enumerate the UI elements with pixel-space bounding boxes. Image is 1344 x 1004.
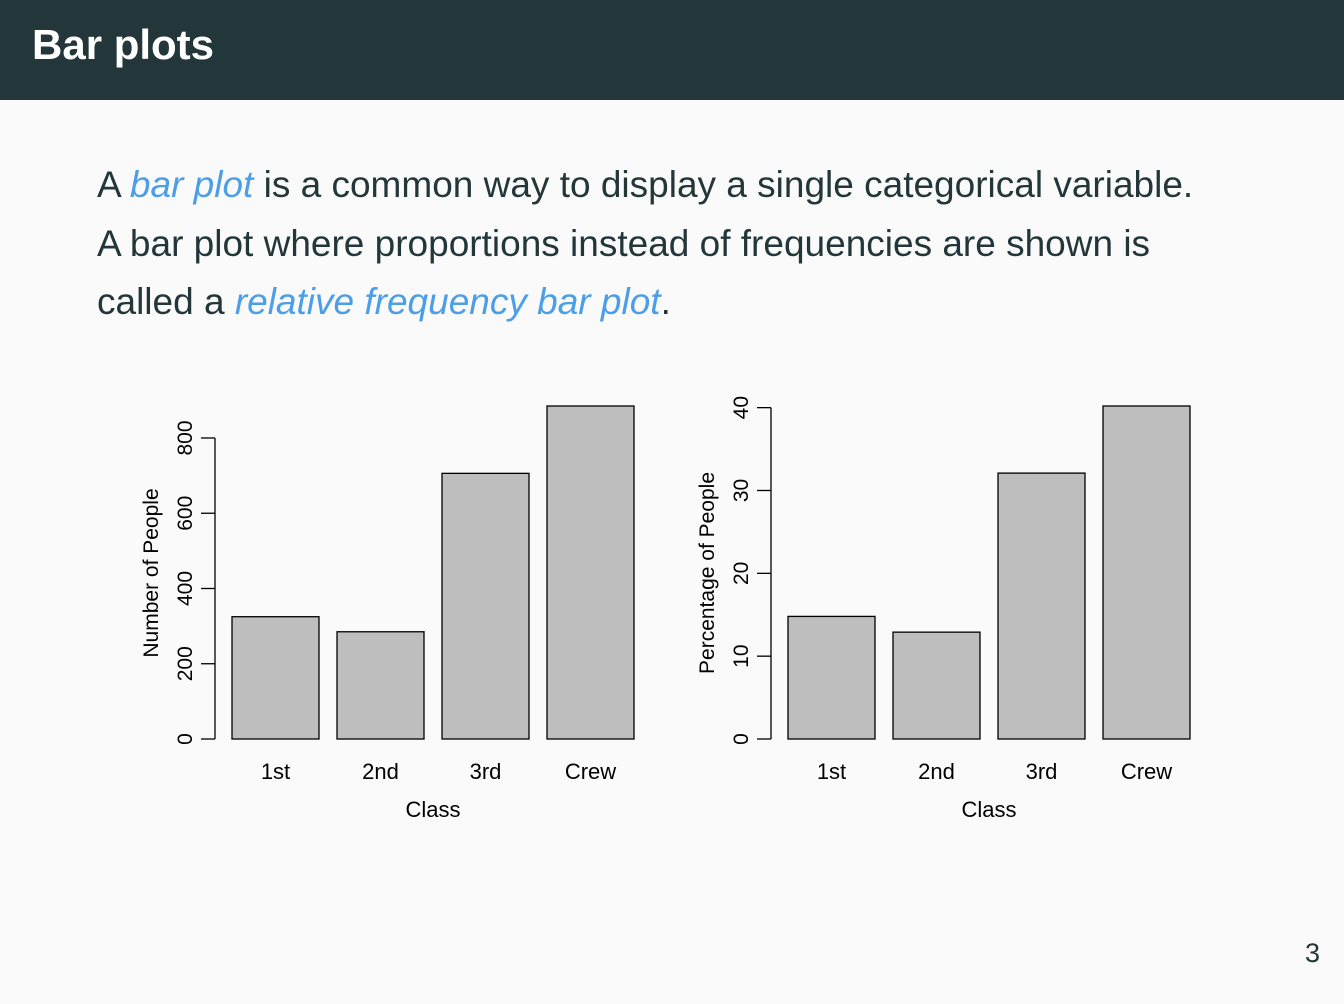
bar-3rd: [997, 472, 1086, 740]
text-segment: A: [97, 164, 130, 205]
x-tick-label: Crew: [1121, 759, 1172, 784]
x-tick-label: 3rd: [470, 759, 502, 784]
slide-header: Bar plots: [0, 0, 1344, 100]
y-tick-label: 0: [730, 733, 753, 745]
x-tick-label: 2nd: [362, 759, 399, 784]
x-tick-label: 3rd: [1026, 759, 1058, 784]
term-relative-frequency-bar-plot: relative frequency bar plot: [234, 281, 661, 322]
slide-body: A bar plot is a common way to display a …: [97, 156, 1297, 332]
y-axis-label: Percentage of People: [696, 472, 719, 674]
bar-2nd: [336, 631, 425, 740]
y-tick-label: 200: [174, 646, 197, 681]
bar-1st: [787, 615, 876, 740]
slide-title: Bar plots: [32, 21, 215, 68]
bar-2nd: [892, 631, 981, 740]
term-bar-plot: bar plot: [129, 164, 254, 205]
y-tick-label: 30: [730, 479, 753, 502]
body-line-2: A bar plot where proportions instead of …: [97, 222, 1151, 264]
bar-crew: [1102, 405, 1191, 740]
bar-1st: [231, 616, 320, 740]
x-tick-label: 2nd: [918, 759, 955, 784]
y-tick-label: 10: [730, 644, 753, 667]
x-tick-label: 1st: [261, 759, 290, 784]
page-number: 3: [1304, 938, 1320, 968]
y-tick-label: 400: [174, 571, 197, 606]
body-line-1: A bar plot is a common way to display a …: [97, 156, 1297, 215]
text-segment: called a: [97, 281, 235, 322]
y-tick-label: 0: [174, 733, 197, 745]
y-tick-label: 20: [730, 562, 753, 585]
x-axis-label: Class: [405, 797, 460, 822]
y-axis-label: Number of People: [140, 488, 163, 657]
x-tick-label: Crew: [565, 759, 616, 784]
x-tick-label: 1st: [817, 759, 846, 784]
bar-crew: [546, 405, 635, 740]
text-segment: is a common way to display a single cate…: [253, 164, 1194, 205]
bar-3rd: [441, 472, 530, 740]
text-segment: .: [660, 281, 671, 322]
y-tick-label: 800: [174, 420, 197, 455]
x-axis-label: Class: [961, 797, 1016, 822]
y-tick-label: 40: [730, 396, 753, 419]
y-tick-label: 600: [174, 496, 197, 531]
body-line-3: called a relative frequency bar plot.: [97, 273, 1297, 332]
bar-chart-number-of-people: 0 200 400 600 800 Number of People 1st 2nd 3rd Cr…: [140, 405, 635, 822]
bar-chart-percentage-of-people: 0 10 20 30 40 Percentage of People 1st 2nd 3rd Cr…: [696, 396, 1191, 822]
